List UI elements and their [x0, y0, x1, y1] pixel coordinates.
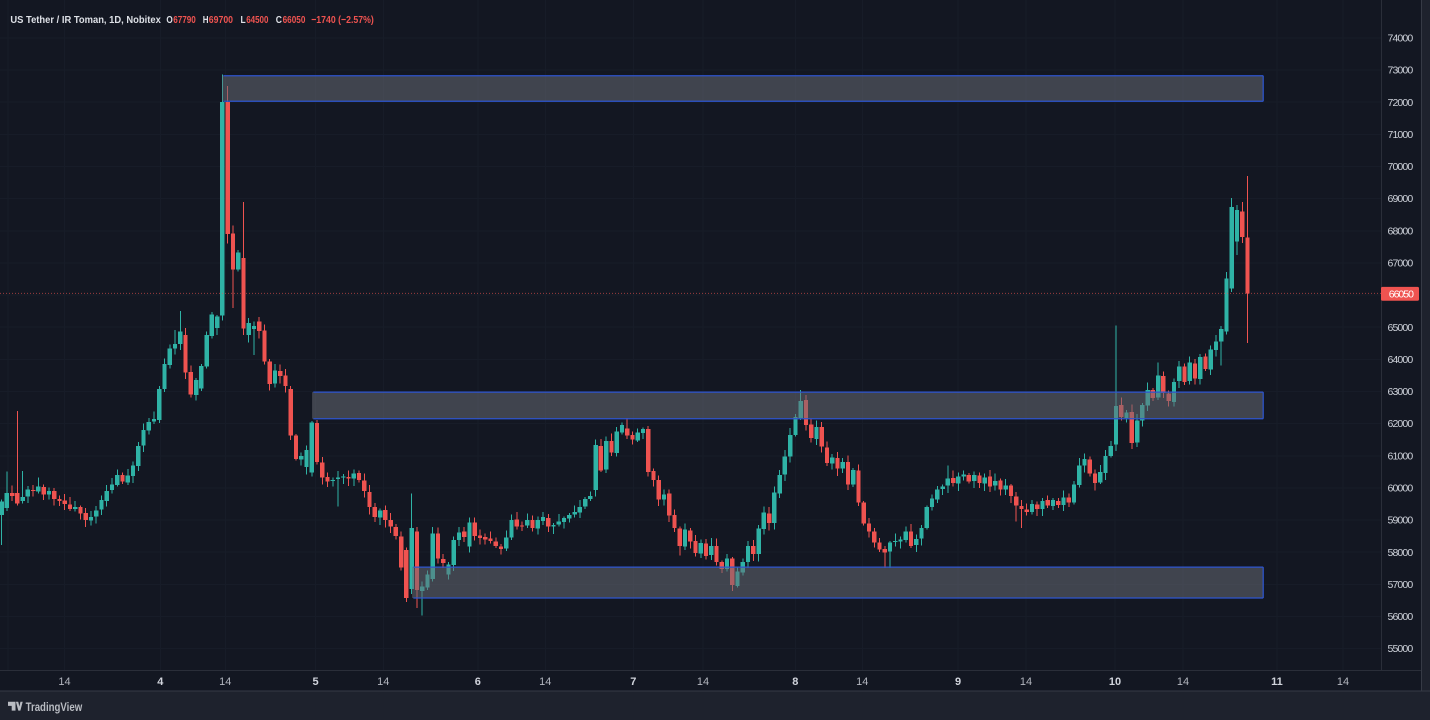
svg-text:55000: 55000 [1388, 643, 1414, 655]
svg-text:L: L [241, 14, 247, 26]
svg-text:6: 6 [475, 676, 481, 688]
svg-text:63000: 63000 [1388, 386, 1414, 398]
svg-text:7: 7 [630, 676, 636, 688]
svg-text:65000: 65000 [1388, 322, 1414, 334]
svg-text:9: 9 [955, 676, 961, 688]
svg-text:14: 14 [1020, 676, 1032, 688]
svg-text:14: 14 [58, 676, 70, 688]
svg-text:66050: 66050 [283, 14, 306, 26]
svg-text:67790: 67790 [173, 14, 196, 26]
svg-text:H: H [203, 14, 209, 26]
svg-text:TradingView: TradingView [26, 702, 83, 714]
svg-text:62000: 62000 [1388, 418, 1414, 430]
svg-text:56000: 56000 [1388, 611, 1414, 623]
svg-text:5: 5 [312, 676, 318, 688]
svg-text:14: 14 [1177, 676, 1189, 688]
svg-text:C: C [276, 14, 283, 26]
svg-text:67000: 67000 [1388, 258, 1414, 270]
svg-text:68000: 68000 [1388, 225, 1414, 237]
svg-text:14: 14 [856, 676, 868, 688]
svg-text:71000: 71000 [1388, 129, 1414, 141]
svg-text:8: 8 [792, 676, 798, 688]
svg-text:64000: 64000 [1388, 354, 1414, 366]
svg-text:57000: 57000 [1388, 579, 1414, 591]
svg-text:58000: 58000 [1388, 547, 1414, 559]
svg-text:O: O [166, 14, 172, 26]
svg-text:69000: 69000 [1388, 193, 1414, 205]
svg-text:14: 14 [697, 676, 709, 688]
svg-text:59000: 59000 [1388, 515, 1414, 527]
svg-text:66050: 66050 [1389, 288, 1414, 300]
svg-text:14: 14 [377, 676, 389, 688]
svg-text:−1740 (−2.57%): −1740 (−2.57%) [311, 14, 374, 26]
svg-text:US Tether / IR Toman, 1D, Nobi: US Tether / IR Toman, 1D, Nobitex [10, 14, 161, 26]
svg-text:69700: 69700 [209, 14, 233, 26]
svg-text:72000: 72000 [1388, 97, 1414, 109]
svg-text:74000: 74000 [1388, 33, 1414, 45]
svg-text:11: 11 [1271, 676, 1283, 688]
svg-text:4: 4 [157, 676, 164, 688]
svg-text:10: 10 [1109, 676, 1121, 688]
svg-text:60000: 60000 [1388, 483, 1414, 495]
svg-text:61000: 61000 [1388, 450, 1414, 462]
svg-text:73000: 73000 [1388, 65, 1414, 77]
svg-text:14: 14 [1337, 676, 1349, 688]
svg-text:14: 14 [219, 676, 231, 688]
svg-text:70000: 70000 [1388, 161, 1414, 173]
svg-text:64500: 64500 [246, 14, 268, 26]
svg-text:14: 14 [539, 676, 551, 688]
